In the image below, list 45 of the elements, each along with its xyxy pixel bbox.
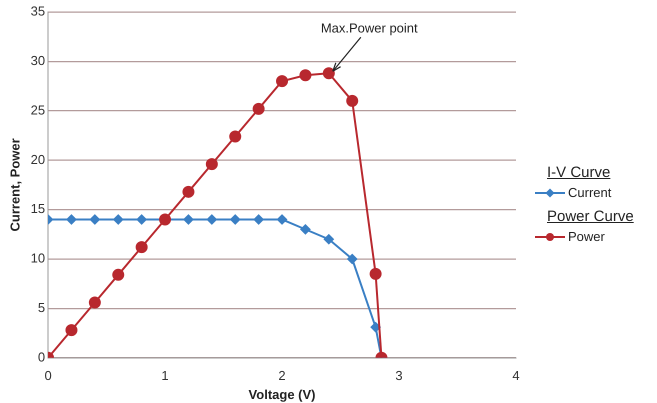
y-tick-label: 30	[30, 52, 46, 68]
y-axis-title: Current, Power	[7, 138, 22, 232]
point	[277, 214, 288, 224]
x-tick-label: 2	[278, 368, 286, 384]
point	[230, 214, 240, 224]
x-tick-label: 4	[512, 368, 520, 384]
x-axis-title: Voltage (V)	[248, 386, 316, 402]
point	[346, 94, 358, 107]
y-tick-label: 25	[30, 102, 46, 118]
point	[113, 214, 124, 224]
point	[136, 241, 148, 254]
point	[183, 214, 194, 224]
point	[347, 254, 358, 264]
point	[370, 322, 381, 332]
point	[112, 268, 124, 281]
legend-label: Power	[568, 229, 605, 244]
point	[299, 69, 312, 82]
y-tick-label: 5	[38, 300, 46, 315]
x-tick-label: 1	[161, 368, 169, 384]
text: I-V Curve	[547, 164, 612, 181]
point	[324, 234, 334, 244]
point	[66, 214, 76, 224]
y-tick-label: 15	[30, 201, 46, 216]
y-tick-label: 20	[30, 152, 46, 167]
x-tick-label: 3	[395, 368, 403, 384]
point	[322, 67, 335, 80]
point	[229, 130, 242, 142]
legend-label: Current	[568, 185, 612, 200]
point	[88, 296, 101, 308]
point	[276, 75, 288, 88]
y-tick-label: 35	[30, 4, 46, 19]
point	[370, 268, 382, 280]
point	[136, 214, 147, 224]
point	[206, 214, 217, 224]
y-tick-label: 10	[30, 250, 46, 266]
point	[254, 214, 264, 224]
y-tick-label: 0	[38, 349, 46, 364]
point	[252, 102, 265, 115]
point	[90, 214, 100, 224]
point	[206, 158, 218, 170]
point	[65, 324, 78, 336]
annotation: Max.Power point	[320, 20, 418, 36]
point	[300, 224, 310, 234]
text: Power Curve	[547, 208, 635, 225]
point	[182, 186, 194, 198]
